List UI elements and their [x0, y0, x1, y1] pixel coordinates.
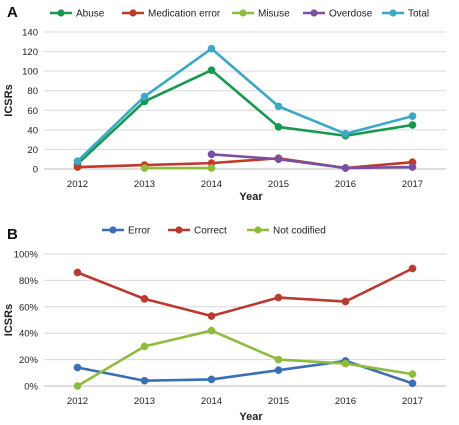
- x-axis-title: Year: [239, 411, 263, 423]
- y-tick-label: 100: [22, 67, 38, 78]
- y-tick-label: 0: [33, 165, 38, 176]
- x-tick-label: 2013: [134, 179, 155, 190]
- data-point-correct: [341, 297, 350, 306]
- x-tick-label: 2013: [134, 396, 155, 407]
- x-tick-label: 2016: [335, 179, 356, 190]
- y-axis-title: ICSRs: [3, 304, 15, 336]
- series-line-correct: [76, 267, 414, 318]
- data-point-not-codified: [408, 370, 417, 378]
- y-tick-label: 40: [27, 125, 38, 136]
- legend-label-overdose: Overdose: [329, 9, 373, 20]
- series-abuse: [73, 66, 417, 168]
- data-point-total: [207, 44, 216, 53]
- data-point-misuse: [207, 164, 216, 172]
- data-point-abuse: [274, 123, 283, 131]
- data-point-correct: [73, 268, 82, 277]
- y-tick-label: 40%: [19, 329, 39, 340]
- data-point-total: [73, 157, 82, 166]
- x-tick-label: 2014: [201, 179, 222, 190]
- legend-marker-total: [389, 9, 397, 17]
- y-tick-label: 100%: [14, 250, 39, 261]
- y-tick-label: 80: [27, 86, 38, 97]
- panel-a: A 0 20 40 60 80 100 120 140 2012 2013 2014 2015 2016 2…: [3, 4, 446, 203]
- data-point-total: [341, 129, 350, 138]
- panel-label: A: [7, 4, 18, 21]
- x-tick-label: 2017: [402, 396, 423, 407]
- y-tick-label: 60: [27, 106, 38, 117]
- data-point-correct: [274, 293, 283, 302]
- legend-marker-overdose: [310, 9, 318, 17]
- x-tick-label: 2012: [67, 179, 88, 190]
- panel-b: B 0% 20% 40% 60% 80% 100% 2012 2013 2014 2015 2016 2…: [3, 226, 446, 423]
- y-tick-label: 140: [22, 28, 38, 39]
- x-tick-label: 2015: [268, 396, 289, 407]
- series-line-error: [76, 359, 414, 385]
- y-tick-label: 80%: [19, 276, 39, 287]
- data-point-correct: [140, 295, 149, 303]
- panel-label: B: [7, 226, 18, 243]
- data-point-not-codified: [73, 382, 82, 390]
- x-axis-title: Year: [239, 191, 263, 203]
- data-point-overdose: [341, 164, 350, 172]
- y-tick-label: 60%: [19, 302, 39, 313]
- data-point-overdose: [207, 150, 216, 159]
- data-point-not-codified: [274, 355, 283, 364]
- legend-label-medication-error: Medication error: [148, 9, 221, 20]
- series-misuse: [140, 164, 216, 172]
- data-point-error: [274, 366, 283, 375]
- x-tick-label: 2015: [268, 179, 289, 190]
- series-total: [73, 44, 417, 166]
- data-point-overdose: [408, 163, 417, 171]
- y-tick-label: 0%: [24, 382, 38, 393]
- data-point-not-codified: [207, 326, 216, 335]
- data-point-abuse: [207, 66, 216, 75]
- series-line-total: [76, 47, 414, 163]
- data-point-not-codified: [341, 359, 350, 368]
- legend-marker-correct: [175, 226, 183, 234]
- data-point-total: [408, 112, 417, 121]
- data-point-error: [73, 363, 82, 372]
- data-point-correct: [207, 312, 216, 320]
- series-line-overdose: [210, 153, 414, 170]
- data-point-misuse: [140, 164, 149, 172]
- y-tick-label: 120: [22, 47, 38, 58]
- x-tick-label: 2014: [201, 396, 222, 407]
- data-point-error: [140, 376, 149, 385]
- data-point-correct: [408, 264, 417, 273]
- y-axis-title: ICSRs: [3, 84, 15, 116]
- y-tick-label: 20: [27, 145, 38, 156]
- legend-marker-abuse: [57, 9, 65, 17]
- legend-marker-misuse: [239, 9, 247, 17]
- series-overdose: [207, 150, 417, 172]
- data-point-error: [207, 375, 216, 384]
- x-tick-label: 2012: [67, 396, 88, 407]
- data-point-total: [140, 92, 149, 101]
- legend-label-abuse: Abuse: [76, 9, 105, 20]
- legend-marker-medication-error: [129, 9, 137, 17]
- series-error: [73, 357, 417, 388]
- data-point-overdose: [274, 155, 283, 164]
- x-tick-label: 2017: [402, 179, 423, 190]
- data-point-total: [274, 102, 283, 111]
- legend-label-misuse: Misuse: [258, 9, 290, 20]
- legend-label-not-codified: Not codified: [273, 226, 326, 237]
- series-line-abuse: [76, 68, 414, 166]
- series-line-not-codified: [76, 329, 414, 388]
- legend-label-total: Total: [408, 9, 429, 20]
- legend-label-correct: Correct: [194, 226, 227, 237]
- legend-marker-not-codified: [254, 226, 262, 234]
- data-point-error: [408, 379, 417, 388]
- x-tick-label: 2016: [335, 396, 356, 407]
- legend-label-error: Error: [128, 226, 151, 237]
- legend-marker-error: [109, 226, 117, 234]
- series-not-codified: [73, 326, 417, 390]
- data-point-abuse: [408, 121, 417, 129]
- series-correct: [73, 264, 417, 320]
- y-tick-label: 20%: [19, 355, 39, 366]
- data-point-not-codified: [140, 342, 149, 351]
